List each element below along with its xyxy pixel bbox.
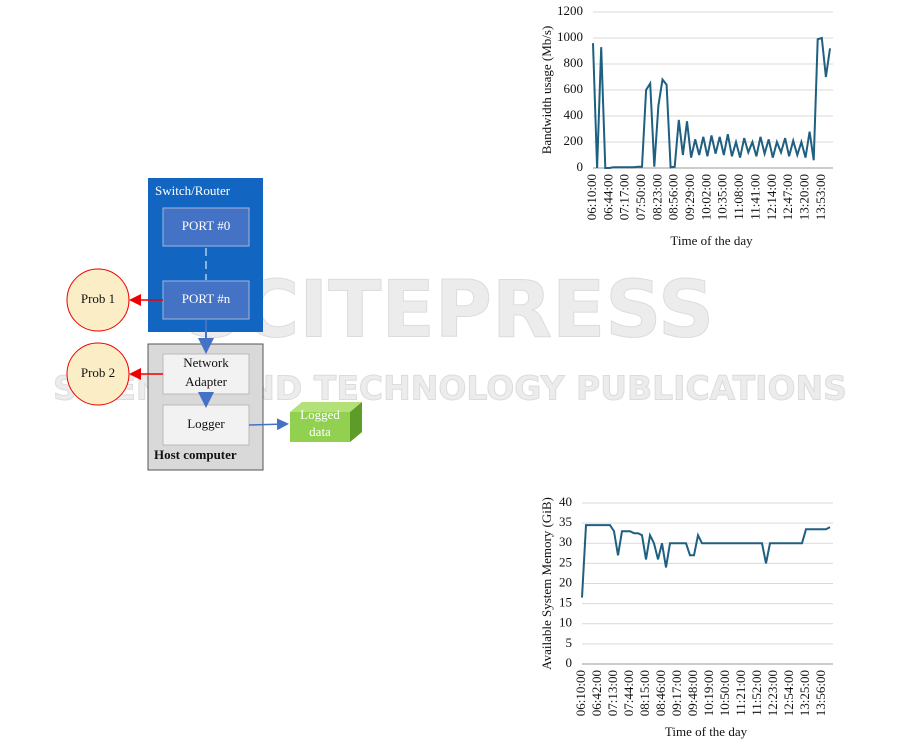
y-tick-label: 40 <box>559 494 572 509</box>
x-tick-label: 09:48:00 <box>685 670 700 716</box>
x-tick-label: 09:17:00 <box>669 670 684 716</box>
port-box <box>162 280 250 320</box>
x-tick-label: 11:41:00 <box>747 174 762 220</box>
adapter-box <box>162 353 250 395</box>
line-series <box>592 36 831 169</box>
x-tick-label: 12:54:00 <box>781 670 796 716</box>
line-series <box>581 524 831 598</box>
x-tick-label: 13:25:00 <box>797 670 812 716</box>
y-tick-label: 0 <box>566 655 573 670</box>
y-tick-label: 10 <box>559 615 572 630</box>
x-tick-label: 06:10:00 <box>573 670 588 716</box>
prob-label: Prob 2 <box>81 365 115 380</box>
y-tick-label: 400 <box>564 107 584 122</box>
host-label: Host computer <box>154 447 237 462</box>
x-tick-label: 06:10:00 <box>584 174 599 220</box>
y-tick-label: 600 <box>564 81 584 96</box>
arrow <box>248 418 289 431</box>
logged-label: data <box>309 424 331 439</box>
x-tick-label: 10:19:00 <box>701 670 716 716</box>
adapter-label: Network <box>183 355 229 370</box>
adapter-label: Adapter <box>185 374 228 389</box>
x-tick-label: 11:08:00 <box>731 174 746 220</box>
x-tick-label: 11:21:00 <box>733 670 748 716</box>
port-box <box>162 207 250 247</box>
y-tick-label: 1000 <box>557 29 583 44</box>
x-tick-label: 13:53:00 <box>813 174 828 220</box>
logger-box <box>162 404 250 446</box>
x-tick-label: 11:52:00 <box>749 670 764 716</box>
y-tick-label: 1200 <box>557 3 583 18</box>
logged-side <box>350 402 362 442</box>
x-tick-label: 10:35:00 <box>715 174 730 220</box>
diagram: Switch/Router PORT #0 PORT #n Network Ad… <box>66 178 362 471</box>
x-axis-title: Time of the day <box>665 724 748 739</box>
y-axis-title: Bandwidth usage (Mb/s) <box>539 26 554 155</box>
x-tick-label: 10:02:00 <box>698 174 713 220</box>
y-tick-label: 25 <box>559 554 572 569</box>
prob-label: Prob 1 <box>81 291 115 306</box>
y-tick-label: 200 <box>564 133 584 148</box>
x-axis-title: Time of the day <box>670 233 753 248</box>
y-tick-label: 20 <box>559 574 572 589</box>
x-tick-label: 07:17:00 <box>617 174 632 220</box>
switch-label: Switch/Router <box>155 183 231 198</box>
x-tick-label: 12:23:00 <box>765 670 780 716</box>
y-tick-label: 5 <box>566 635 573 650</box>
logger-label: Logger <box>187 416 225 431</box>
x-tick-label: 13:56:00 <box>813 670 828 716</box>
x-tick-label: 10:50:00 <box>717 670 732 716</box>
port-label: PORT #0 <box>182 218 230 233</box>
x-tick-label: 08:56:00 <box>666 174 681 220</box>
y-tick-label: 30 <box>559 534 572 549</box>
x-tick-label: 09:29:00 <box>682 174 697 220</box>
y-tick-label: 0 <box>577 159 584 174</box>
port-label: PORT #n <box>182 291 231 306</box>
x-tick-label: 06:44:00 <box>600 174 615 220</box>
x-tick-label: 06:42:00 <box>589 670 604 716</box>
x-tick-label: 08:46:00 <box>653 670 668 716</box>
x-tick-label: 07:50:00 <box>633 174 648 220</box>
x-tick-label: 13:20:00 <box>796 174 811 220</box>
x-tick-label: 07:13:00 <box>605 670 620 716</box>
y-tick-label: 35 <box>559 514 572 529</box>
x-tick-label: 08:23:00 <box>649 174 664 220</box>
logged-label: Logged <box>300 407 340 422</box>
logged-top <box>290 402 362 412</box>
x-tick-label: 07:44:00 <box>621 670 636 716</box>
x-tick-label: 08:15:00 <box>637 670 652 716</box>
x-tick-label: 12:47:00 <box>780 174 795 220</box>
watermark-title: SCITEPRESS <box>186 265 714 355</box>
y-tick-label: 800 <box>564 55 584 70</box>
y-axis-title: Available System Memory (GiB) <box>539 497 554 670</box>
x-tick-label: 12:14:00 <box>764 174 779 220</box>
y-tick-label: 15 <box>559 595 572 610</box>
